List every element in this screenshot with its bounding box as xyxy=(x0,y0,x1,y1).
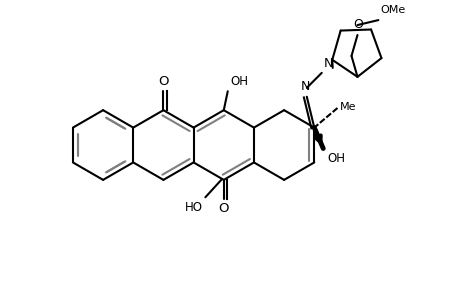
Text: O: O xyxy=(158,75,168,88)
Text: N: N xyxy=(324,57,333,70)
Text: O: O xyxy=(218,202,229,215)
Text: Me: Me xyxy=(339,102,355,112)
Text: HO: HO xyxy=(185,201,202,214)
Text: OMe: OMe xyxy=(379,5,404,15)
Text: OH: OH xyxy=(326,152,344,166)
Text: N: N xyxy=(300,80,309,93)
Text: OH: OH xyxy=(230,75,248,88)
Text: O: O xyxy=(353,18,363,31)
